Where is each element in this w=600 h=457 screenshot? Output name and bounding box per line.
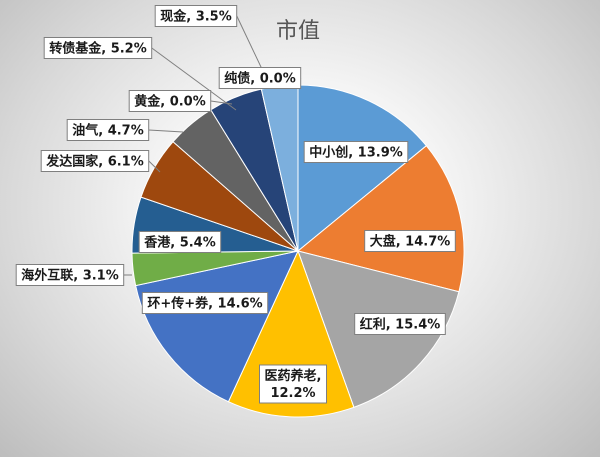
svg-text:纯债, 0.0%: 纯债, 0.0% xyxy=(224,71,296,87)
chart-title: 市值 xyxy=(276,19,320,44)
svg-text:黄金, 0.0%: 黄金, 0.0% xyxy=(134,94,206,110)
pie-slice-2 xyxy=(296,145,465,293)
leader-line-9 xyxy=(148,129,184,133)
data-label-4: 医药养老, 12.2% xyxy=(259,364,327,404)
data-label-12: 纯债, 0.0% xyxy=(218,67,302,89)
svg-text:转债基金, 5.2%: 转债基金, 5.2% xyxy=(49,41,147,57)
svg-text:油气, 4.7%: 油气, 4.7% xyxy=(72,123,144,139)
leader-line-8 xyxy=(148,160,161,173)
data-label-5: 环+传+券, 14.6% xyxy=(141,292,269,314)
svg-text:现金, 3.5%: 现金, 3.5% xyxy=(160,9,232,25)
pie-slice-5 xyxy=(135,250,299,403)
svg-text:环+传+券, 14.6%: 环+传+券, 14.6% xyxy=(147,296,262,312)
data-label-9: 油气, 4.7% xyxy=(66,119,150,141)
data-label-8: 发达国家, 6.1% xyxy=(40,150,150,172)
data-labels: 中小创, 13.9% 大盘, 14.7% 红利, 15.4% 医药养老, 12.2% 环+… xyxy=(15,5,456,404)
data-label-13: 现金, 3.5% xyxy=(154,5,238,27)
svg-text:香港, 5.4%: 香港, 5.4% xyxy=(143,235,216,251)
data-label-11: 转债基金, 5.2% xyxy=(43,37,153,59)
pie-slice-1 xyxy=(297,84,428,253)
svg-text:12.2%: 12.2% xyxy=(270,386,315,401)
leader-line-11 xyxy=(151,47,237,111)
data-label-1: 中小创, 13.9% xyxy=(303,141,409,163)
svg-text:医药养老,: 医药养老, xyxy=(265,368,322,384)
leader-line-10 xyxy=(210,100,233,105)
data-label-10: 黄金, 0.0% xyxy=(128,90,212,112)
data-label-6: 海外互联, 3.1% xyxy=(15,264,125,286)
svg-text:大盘, 14.7%: 大盘, 14.7% xyxy=(370,234,451,250)
svg-text:发达国家, 6.1%: 发达国家, 6.1% xyxy=(45,154,144,170)
svg-text:中小创, 13.9%: 中小创, 13.9% xyxy=(309,145,403,161)
svg-text:红利, 15.4%: 红利, 15.4% xyxy=(360,317,441,333)
data-label-2: 大盘, 14.7% xyxy=(364,230,456,252)
data-label-7: 香港, 5.4% xyxy=(138,231,222,253)
svg-text:海外互联, 3.1%: 海外互联, 3.1% xyxy=(21,268,119,284)
data-label-3: 红利, 15.4% xyxy=(354,313,446,335)
